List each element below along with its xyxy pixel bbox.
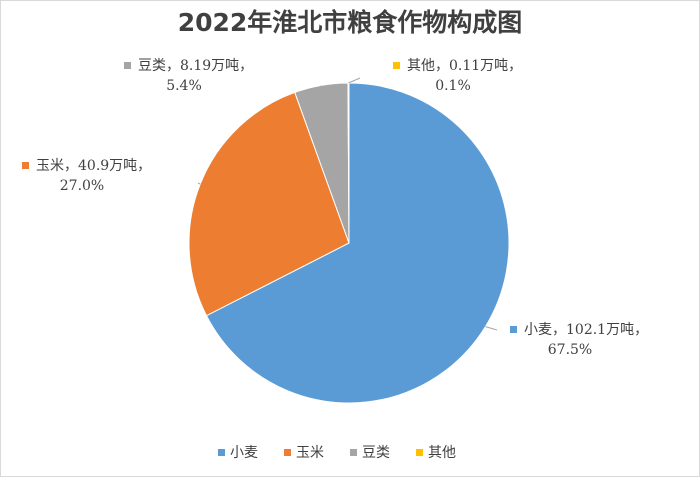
- pie-slice: [188, 91, 350, 317]
- data-label-part: 其他: [407, 58, 435, 74]
- data-label-part: 玉米: [36, 158, 64, 174]
- data-label: 玉米，40.9万吨，: [36, 158, 151, 174]
- data-label-part: ，: [239, 58, 253, 74]
- leader-line: [320, 85, 323, 91]
- data-label-part: ，: [508, 58, 522, 74]
- data-label-part: ，: [634, 322, 648, 338]
- legend-label: 豆类: [362, 445, 390, 461]
- data-label-part: 102.1万吨: [566, 322, 634, 338]
- label-marker: [510, 326, 517, 333]
- data-label-part: ，: [166, 58, 180, 74]
- label-marker: [124, 62, 131, 69]
- data-label-part: ，: [137, 158, 151, 174]
- data-label-part: ，: [64, 158, 78, 174]
- legend-marker: [218, 449, 225, 456]
- label-marker: [22, 162, 29, 169]
- legend-marker: [284, 449, 291, 456]
- data-label-part: 40.9万吨: [78, 158, 137, 174]
- legend-marker: [416, 449, 423, 456]
- data-label-percent: 0.1%: [435, 78, 471, 94]
- label-marker: [393, 62, 400, 69]
- data-label-part: ，: [435, 58, 449, 74]
- legend-label: 其他: [428, 445, 456, 461]
- data-label-percent: 27.0%: [60, 178, 104, 194]
- chart-title: 2022年淮北市粮食作物构成图: [178, 8, 523, 37]
- data-label: 其他，0.11万吨，: [407, 58, 522, 74]
- data-label-part: 0.11万吨: [449, 58, 508, 74]
- data-label-percent: 67.5%: [548, 342, 592, 358]
- leader-line: [485, 326, 498, 331]
- leader-line: [348, 77, 361, 84]
- data-label-part: ，: [552, 322, 566, 338]
- leader-line: [197, 182, 201, 185]
- legend-marker: [350, 449, 357, 456]
- data-label-part: 8.19万吨: [180, 58, 239, 74]
- pie-slice: [205, 82, 510, 404]
- data-label-part: 小麦: [524, 322, 552, 338]
- data-label: 豆类，8.19万吨，: [138, 58, 253, 74]
- data-label-percent: 5.4%: [166, 78, 202, 94]
- legend-label: 玉米: [296, 445, 324, 461]
- data-label: 小麦，102.1万吨，: [524, 322, 648, 338]
- legend-label: 小麦: [230, 445, 258, 461]
- data-label-part: 豆类: [138, 58, 166, 74]
